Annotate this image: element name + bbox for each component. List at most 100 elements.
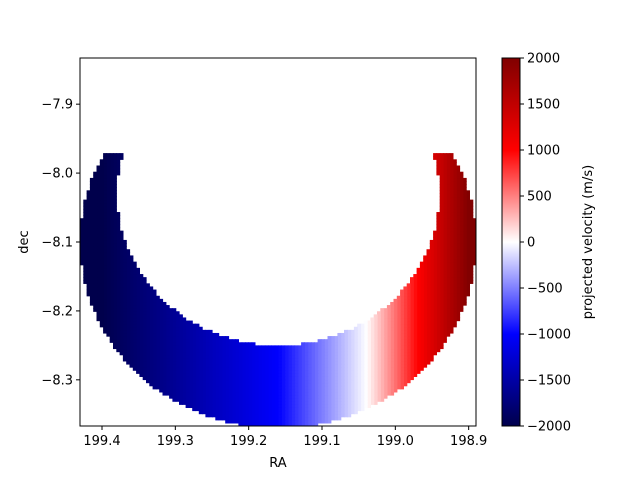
velocity-cell: [89, 184, 94, 188]
velocity-cell: [245, 363, 249, 368]
velocity-cell: [433, 274, 437, 278]
velocity-cell: [205, 329, 210, 334]
velocity-cell: [146, 326, 150, 331]
velocity-cell: [83, 208, 88, 213]
velocity-cell: [469, 202, 474, 207]
velocity-cell: [350, 370, 355, 374]
velocity-cell: [383, 348, 388, 353]
velocity-cell: [261, 357, 266, 362]
velocity-cell: [472, 236, 476, 241]
velocity-cell: [103, 264, 107, 269]
velocity-cell: [241, 382, 246, 387]
velocity-cell: [218, 339, 223, 343]
velocity-cell: [142, 342, 147, 346]
velocity-cell: [142, 357, 147, 362]
velocity-cell: [377, 345, 381, 350]
velocity-cell: [89, 249, 94, 253]
velocity-cell: [202, 376, 206, 381]
velocity-cell: [353, 345, 358, 350]
velocity-cell: [462, 230, 467, 235]
velocity-cell: [462, 270, 467, 275]
velocity-cell: [324, 373, 329, 377]
velocity-cell: [363, 323, 368, 328]
velocity-cell: [188, 398, 193, 402]
velocity-cell: [423, 332, 428, 337]
velocity-cell: [208, 348, 213, 353]
velocity-cell: [195, 360, 200, 365]
velocity-cell: [103, 227, 107, 232]
velocity-cell: [443, 249, 447, 253]
velocity-cell: [426, 286, 431, 291]
velocity-cell: [258, 373, 263, 377]
velocity-cell: [83, 205, 88, 210]
velocity-cell: [103, 221, 107, 226]
velocity-cell: [278, 394, 282, 399]
velocity-cell: [86, 280, 91, 284]
velocity-cell: [195, 326, 200, 331]
velocity-cell: [284, 410, 289, 415]
velocity-cell: [268, 404, 272, 408]
velocity-cell: [317, 373, 322, 377]
velocity-cell: [179, 317, 183, 322]
velocity-cell: [413, 277, 418, 281]
velocity-cell: [284, 416, 289, 421]
velocity-cell: [152, 289, 157, 294]
velocity-cell: [103, 326, 107, 331]
velocity-cell: [281, 422, 286, 426]
velocity-cell: [212, 370, 216, 374]
velocity-cell: [449, 314, 454, 319]
velocity-cell: [235, 357, 239, 362]
velocity-cell: [83, 270, 88, 275]
velocity-cell: [429, 339, 434, 343]
velocity-cell: [212, 360, 216, 365]
velocity-cell: [433, 261, 437, 266]
velocity-cell: [433, 153, 437, 157]
velocity-cell: [390, 351, 395, 356]
velocity-cell: [278, 370, 282, 374]
velocity-cell: [406, 351, 411, 356]
velocity-cell: [274, 351, 279, 356]
velocity-cell: [426, 351, 431, 356]
velocity-cell: [169, 394, 173, 399]
velocity-cell: [89, 252, 94, 257]
velocity-cell: [436, 323, 441, 328]
velocity-cell: [386, 329, 391, 334]
velocity-cell: [330, 385, 335, 390]
velocity-cell: [93, 196, 98, 201]
velocity-cell: [396, 326, 401, 331]
velocity-cell: [179, 339, 183, 343]
velocity-cell: [254, 419, 259, 424]
velocity-cell: [446, 230, 451, 235]
velocity-cell: [357, 394, 362, 399]
velocity-cell: [301, 351, 305, 356]
velocity-cell: [324, 388, 329, 393]
velocity-cell: [456, 289, 461, 294]
velocity-cell: [155, 348, 160, 353]
velocity-cell: [96, 317, 101, 322]
velocity-cell: [221, 410, 226, 415]
velocity-cell: [129, 289, 134, 294]
velocity-cell: [93, 305, 98, 309]
velocity-cell: [459, 174, 464, 179]
velocity-cell: [393, 351, 398, 356]
velocity-cell: [459, 215, 464, 219]
velocity-cell: [380, 323, 385, 328]
velocity-cell: [320, 413, 325, 418]
velocity-cell: [165, 317, 170, 322]
velocity-cell: [396, 376, 401, 381]
velocity-cell: [99, 159, 104, 164]
velocity-cell: [284, 385, 289, 390]
velocity-cell: [396, 348, 401, 353]
velocity-cell: [96, 221, 101, 226]
velocity-cell: [449, 208, 454, 213]
velocity-cell: [152, 329, 157, 334]
velocity-cell: [386, 339, 391, 343]
velocity-cell: [337, 354, 342, 359]
velocity-cell: [396, 379, 401, 384]
velocity-cell: [410, 373, 414, 377]
velocity-cell: [212, 342, 216, 346]
velocity-cell: [93, 174, 98, 179]
velocity-cell: [99, 212, 104, 216]
velocity-cell: [113, 221, 117, 226]
